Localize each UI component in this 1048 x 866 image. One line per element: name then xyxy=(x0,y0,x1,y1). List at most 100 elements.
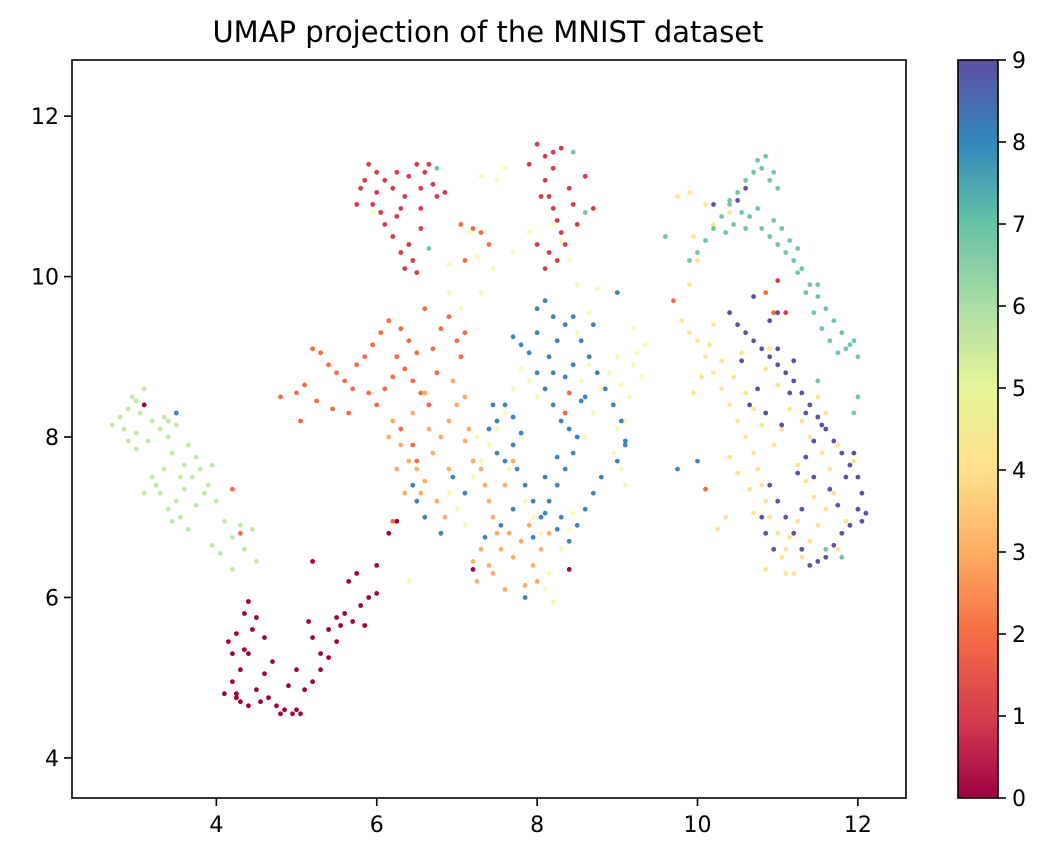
data-point-class-3 xyxy=(478,466,484,472)
data-point-class-2 xyxy=(462,330,468,336)
data-point-class-5 xyxy=(558,546,564,552)
data-point-class-2 xyxy=(414,458,420,464)
data-point-class-9 xyxy=(743,185,748,191)
data-point-class-2 xyxy=(370,342,376,348)
data-point-class-6 xyxy=(141,490,147,496)
colorbar-tick-label: 9 xyxy=(1012,49,1026,74)
data-point-class-1 xyxy=(390,234,396,239)
data-point-class-9 xyxy=(775,310,781,316)
data-point-class-1 xyxy=(370,202,376,207)
data-point-class-4 xyxy=(799,554,805,560)
data-point-class-8 xyxy=(566,426,572,432)
data-point-class-9 xyxy=(831,542,837,548)
data-point-class-4 xyxy=(751,406,756,412)
data-point-class-9 xyxy=(759,514,765,520)
data-point-class-8 xyxy=(558,514,564,520)
data-point-class-1 xyxy=(554,258,560,263)
data-point-class-7 xyxy=(827,338,833,344)
data-point-class-0 xyxy=(294,707,299,713)
data-point-class-8 xyxy=(542,386,548,392)
data-point-class-1 xyxy=(542,153,548,159)
data-point-class-0 xyxy=(246,599,251,604)
data-point-class-5 xyxy=(558,238,564,243)
data-point-class-1 xyxy=(558,230,564,235)
data-point-class-9 xyxy=(799,546,805,552)
data-point-class-1 xyxy=(406,242,412,247)
data-point-class-9 xyxy=(851,450,857,456)
y-tick-label: 4 xyxy=(45,747,59,772)
data-point-class-8 xyxy=(510,334,516,340)
data-point-class-0 xyxy=(250,627,255,632)
data-point-class-8 xyxy=(550,370,556,376)
data-point-class-8 xyxy=(522,482,528,488)
data-point-class-4 xyxy=(695,258,700,263)
data-point-class-4 xyxy=(787,534,793,540)
data-point-class-0 xyxy=(346,579,352,584)
y-tick-label: 10 xyxy=(31,266,59,291)
data-point-class-7 xyxy=(426,246,432,251)
data-point-class-9 xyxy=(859,518,865,524)
data-point-class-7 xyxy=(835,350,841,356)
data-point-class-9 xyxy=(855,506,861,512)
data-point-class-6 xyxy=(173,498,179,504)
data-point-class-5 xyxy=(550,222,556,227)
data-point-class-8 xyxy=(622,438,628,444)
data-point-class-1 xyxy=(394,169,400,175)
data-point-class-7 xyxy=(570,149,576,155)
data-point-class-7 xyxy=(819,326,825,332)
data-point-class-4 xyxy=(803,478,809,484)
data-point-class-2 xyxy=(402,366,408,372)
data-point-class-3 xyxy=(442,514,448,520)
data-point-class-5 xyxy=(406,579,412,584)
data-point-class-1 xyxy=(406,173,412,179)
data-point-class-8 xyxy=(586,354,592,360)
data-point-class-4 xyxy=(783,571,789,576)
data-point-class-0 xyxy=(362,623,368,628)
data-point-class-4 xyxy=(851,458,857,464)
data-point-class-1 xyxy=(582,173,588,179)
data-point-class-1 xyxy=(562,242,568,247)
data-point-class-2 xyxy=(422,306,428,312)
data-point-class-0 xyxy=(254,615,259,620)
data-point-class-4 xyxy=(695,338,700,344)
data-point-class-2 xyxy=(410,378,416,384)
data-point-class-8 xyxy=(550,402,556,408)
data-point-class-9 xyxy=(815,559,821,564)
data-point-class-5 xyxy=(534,394,540,400)
data-point-class-9 xyxy=(855,474,861,480)
data-point-class-7 xyxy=(723,230,728,235)
data-point-class-1 xyxy=(374,190,380,195)
data-point-class-9 xyxy=(799,390,805,396)
data-point-class-6 xyxy=(197,466,203,472)
data-point-class-1 xyxy=(534,242,540,247)
data-point-class-9 xyxy=(823,554,829,560)
data-point-class-8 xyxy=(558,418,564,424)
data-point-class-4 xyxy=(727,402,732,408)
data-point-class-9 xyxy=(767,482,773,488)
data-point-class-9 xyxy=(747,402,752,408)
data-point-class-9 xyxy=(783,514,789,520)
data-point-class-1 xyxy=(398,206,404,211)
data-point-class-1 xyxy=(418,206,424,211)
colorbar-tick-label: 2 xyxy=(1012,623,1026,648)
data-point-class-7 xyxy=(582,210,588,215)
data-point-class-1 xyxy=(534,141,540,147)
data-point-class-7 xyxy=(743,226,748,231)
data-point-class-9 xyxy=(791,358,797,364)
data-point-class-0 xyxy=(222,691,227,697)
data-point-class-2 xyxy=(390,518,396,524)
data-point-class-4 xyxy=(835,546,841,552)
data-point-class-9 xyxy=(819,422,825,428)
data-point-class-8 xyxy=(554,454,560,460)
data-point-class-0 xyxy=(310,635,315,640)
data-point-class-2 xyxy=(326,362,331,368)
data-point-class-2 xyxy=(562,410,568,416)
data-point-class-5 xyxy=(446,262,452,267)
data-point-class-5 xyxy=(630,326,636,332)
data-point-class-1 xyxy=(426,161,432,167)
data-point-class-8 xyxy=(502,402,508,408)
data-point-class-6 xyxy=(133,398,139,404)
data-point-class-4 xyxy=(807,538,813,544)
data-point-class-8 xyxy=(574,434,580,440)
